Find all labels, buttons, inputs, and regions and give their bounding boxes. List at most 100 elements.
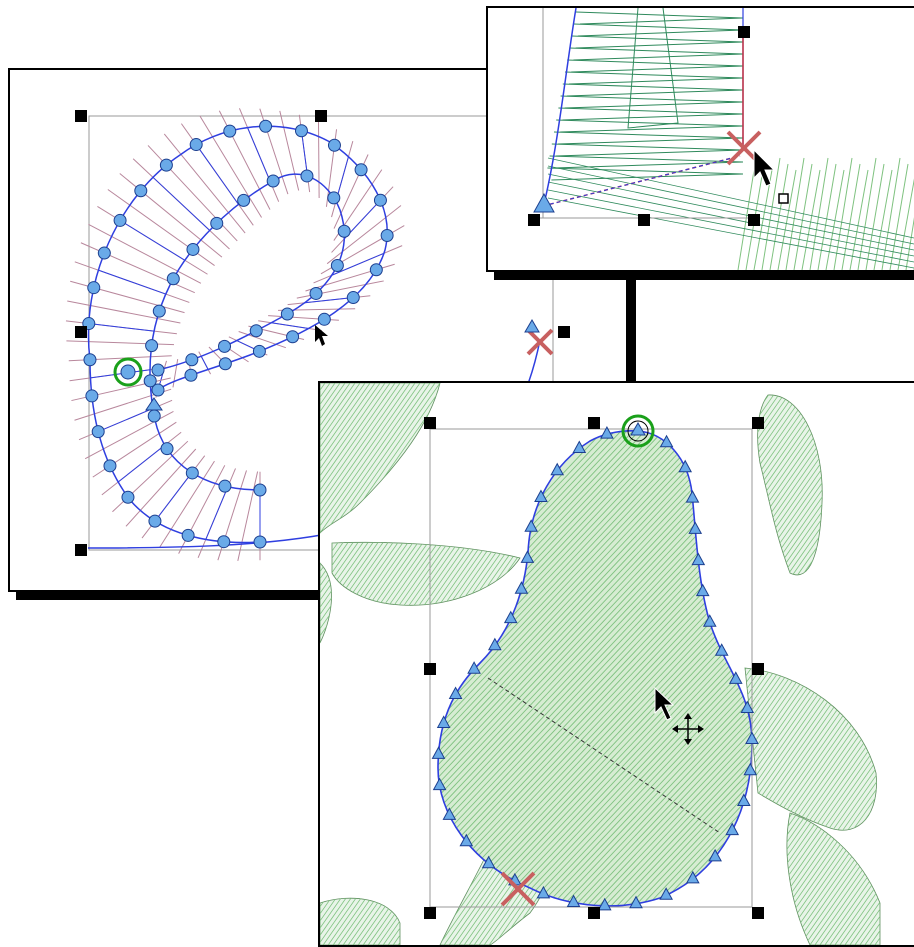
handle-bottom-left-icon[interactable]	[75, 544, 87, 556]
handle-bottom-center-icon[interactable]	[638, 214, 650, 226]
handle-top-right-icon[interactable]	[738, 26, 750, 38]
triangle-node-icon[interactable]	[536, 885, 551, 899]
circle-node-icon[interactable]	[253, 535, 267, 549]
circle-node-icon[interactable]	[151, 363, 165, 377]
circle-node-icon[interactable]	[184, 368, 198, 382]
circle-node-icon[interactable]	[87, 281, 101, 295]
triangle-node-icon[interactable]	[685, 490, 700, 503]
circle-node-icon[interactable]	[121, 490, 135, 504]
corner-node-icon[interactable]	[145, 397, 163, 411]
circle-node-icon[interactable]	[337, 224, 351, 238]
circle-node-icon[interactable]	[189, 138, 203, 152]
letter-e-canvas[interactable]	[10, 70, 626, 590]
triangle-node-icon[interactable]	[436, 715, 451, 728]
circle-node-icon[interactable]	[134, 184, 148, 198]
resize-handles[interactable]	[424, 417, 764, 919]
circle-node-icon[interactable]	[327, 191, 341, 205]
circle-node-icon[interactable]	[210, 216, 224, 230]
circle-node-icon[interactable]	[218, 339, 232, 353]
circle-node-icon[interactable]	[160, 442, 174, 456]
circle-node-icon[interactable]	[300, 169, 314, 183]
circle-node-icon[interactable]	[147, 409, 161, 423]
circle-node-icon[interactable]	[159, 158, 173, 172]
circle-node-icon[interactable]	[148, 514, 162, 528]
stitch-angle-line[interactable]	[487, 677, 721, 834]
circle-node-icon[interactable]	[317, 312, 331, 326]
triangle-node-icon[interactable]	[659, 887, 673, 900]
handle-middle-right-icon[interactable]	[752, 663, 764, 675]
resize-handles[interactable]	[528, 26, 760, 226]
triangle-node-icon[interactable]	[629, 895, 643, 909]
triangle-node-icon[interactable]	[745, 731, 759, 744]
triangle-node-icon[interactable]	[688, 521, 703, 534]
circle-node-icon[interactable]	[218, 479, 232, 493]
corner-zoom-canvas[interactable]	[488, 8, 914, 270]
triangle-node-icon[interactable]	[503, 610, 518, 624]
triangle-node-icon[interactable]	[743, 762, 758, 776]
circle-node-icon[interactable]	[145, 339, 159, 353]
handle-bottom-center-icon[interactable]	[588, 907, 600, 919]
triangle-node-icon[interactable]	[659, 434, 674, 448]
triangle-node-icon[interactable]	[708, 848, 722, 862]
circle-node-icon[interactable]	[152, 304, 166, 318]
handle-middle-left-icon[interactable]	[424, 663, 436, 675]
outline-nodes[interactable]	[431, 426, 759, 911]
triangle-node-icon[interactable]	[725, 822, 740, 836]
triangle-node-icon[interactable]	[459, 833, 474, 847]
circle-node-icon[interactable]	[91, 425, 105, 439]
corner-node-icon[interactable]	[533, 192, 555, 213]
circle-node-icon[interactable]	[369, 263, 383, 277]
circle-node-icon[interactable]	[113, 213, 127, 227]
handle-bottom-left-icon[interactable]	[424, 907, 436, 919]
end-point-icon[interactable]	[524, 319, 554, 356]
circle-node-icon[interactable]	[185, 466, 199, 480]
handle-top-center-icon[interactable]	[315, 110, 327, 122]
start-point-icon[interactable]	[621, 414, 655, 448]
triangle-node-icon[interactable]	[432, 777, 447, 791]
triangle-node-icon[interactable]	[431, 746, 446, 759]
triangle-node-icon[interactable]	[728, 671, 743, 684]
circle-node-icon[interactable]	[181, 528, 195, 542]
circle-node-icon[interactable]	[354, 163, 368, 177]
end-point-icon[interactable]	[500, 871, 536, 907]
circle-node-icon[interactable]	[327, 138, 341, 152]
circle-node-icon[interactable]	[151, 383, 165, 397]
triangle-node-icon[interactable]	[714, 643, 729, 656]
triangle-node-icon[interactable]	[520, 550, 535, 563]
circle-node-icon[interactable]	[185, 353, 199, 367]
pear-fill-panel[interactable]	[318, 381, 914, 947]
circle-node-icon[interactable]	[330, 259, 344, 273]
corner-zoom-panel[interactable]	[486, 6, 914, 272]
circle-node-icon[interactable]	[346, 291, 360, 305]
triangle-node-icon[interactable]	[550, 462, 565, 476]
circle-node-icon[interactable]	[380, 229, 394, 243]
circle-node-icon[interactable]	[217, 535, 231, 549]
triangle-node-icon[interactable]	[524, 519, 539, 532]
triangle-node-icon[interactable]	[736, 793, 751, 806]
triangle-node-icon[interactable]	[695, 583, 710, 597]
circle-node-icon[interactable]	[166, 272, 180, 286]
handle-middle-left-icon[interactable]	[75, 326, 87, 338]
triangle-node-icon[interactable]	[678, 459, 693, 473]
circle-node-icon[interactable]	[186, 242, 200, 256]
triangle-node-icon[interactable]	[448, 686, 463, 699]
circle-node-icon[interactable]	[266, 174, 280, 188]
circle-node-icon[interactable]	[97, 246, 111, 260]
circle-node-icon[interactable]	[259, 119, 273, 133]
triangle-node-icon[interactable]	[566, 894, 581, 908]
circle-node-icon[interactable]	[218, 357, 232, 371]
triangle-node-icon[interactable]	[534, 489, 548, 503]
circle-node-icon[interactable]	[249, 324, 263, 338]
handle-top-left-icon[interactable]	[424, 417, 436, 429]
triangle-node-icon[interactable]	[740, 700, 755, 714]
triangle-node-icon[interactable]	[481, 855, 496, 869]
triangle-node-icon[interactable]	[467, 661, 481, 674]
circle-node-icon[interactable]	[103, 459, 117, 473]
pear-fill-canvas[interactable]	[320, 383, 914, 945]
handle-top-center-icon[interactable]	[588, 417, 600, 429]
triangle-node-icon[interactable]	[597, 897, 612, 911]
triangle-node-icon[interactable]	[691, 552, 706, 566]
triangle-node-icon[interactable]	[514, 581, 529, 594]
circle-node-icon[interactable]	[294, 124, 308, 138]
handle-middle-right-icon[interactable]	[558, 326, 570, 338]
